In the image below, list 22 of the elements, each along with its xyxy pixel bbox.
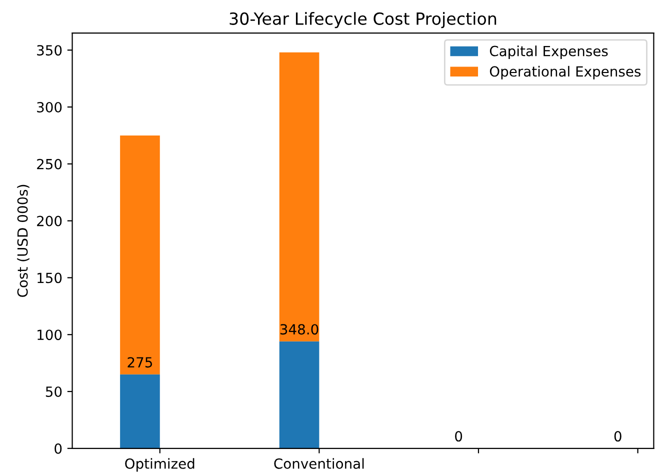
y-tick-label: 150 bbox=[38, 272, 62, 284]
total-label: 348.0 bbox=[280, 324, 318, 335]
y-tick-label: 100 bbox=[38, 330, 62, 340]
y-tick-label: 0 bbox=[54, 443, 62, 454]
legend-label: Operational Expenses bbox=[490, 66, 641, 80]
y-tick-label: 50 bbox=[46, 386, 62, 397]
chart-title: 30-Year Lifecycle Cost Projection bbox=[230, 12, 496, 28]
bar bbox=[279, 341, 320, 448]
x-tick-label: Conventional bbox=[274, 458, 364, 469]
x-tick-label: Optimized bbox=[125, 458, 194, 472]
legend-label: Capital Expenses bbox=[490, 46, 608, 59]
total-label: 0 bbox=[614, 431, 622, 442]
bar bbox=[279, 52, 320, 342]
bar bbox=[120, 374, 160, 448]
y-tick-label: 350 bbox=[37, 45, 62, 56]
y-axis-title: Cost (USD 000s) bbox=[17, 184, 30, 297]
bar bbox=[120, 135, 160, 374]
y-tick-label: 300 bbox=[37, 102, 62, 112]
y-tick-label: 200 bbox=[37, 216, 62, 226]
total-label: 0 bbox=[455, 431, 462, 442]
total-label: 275 bbox=[128, 357, 152, 368]
y-tick-label: 250 bbox=[37, 158, 62, 170]
